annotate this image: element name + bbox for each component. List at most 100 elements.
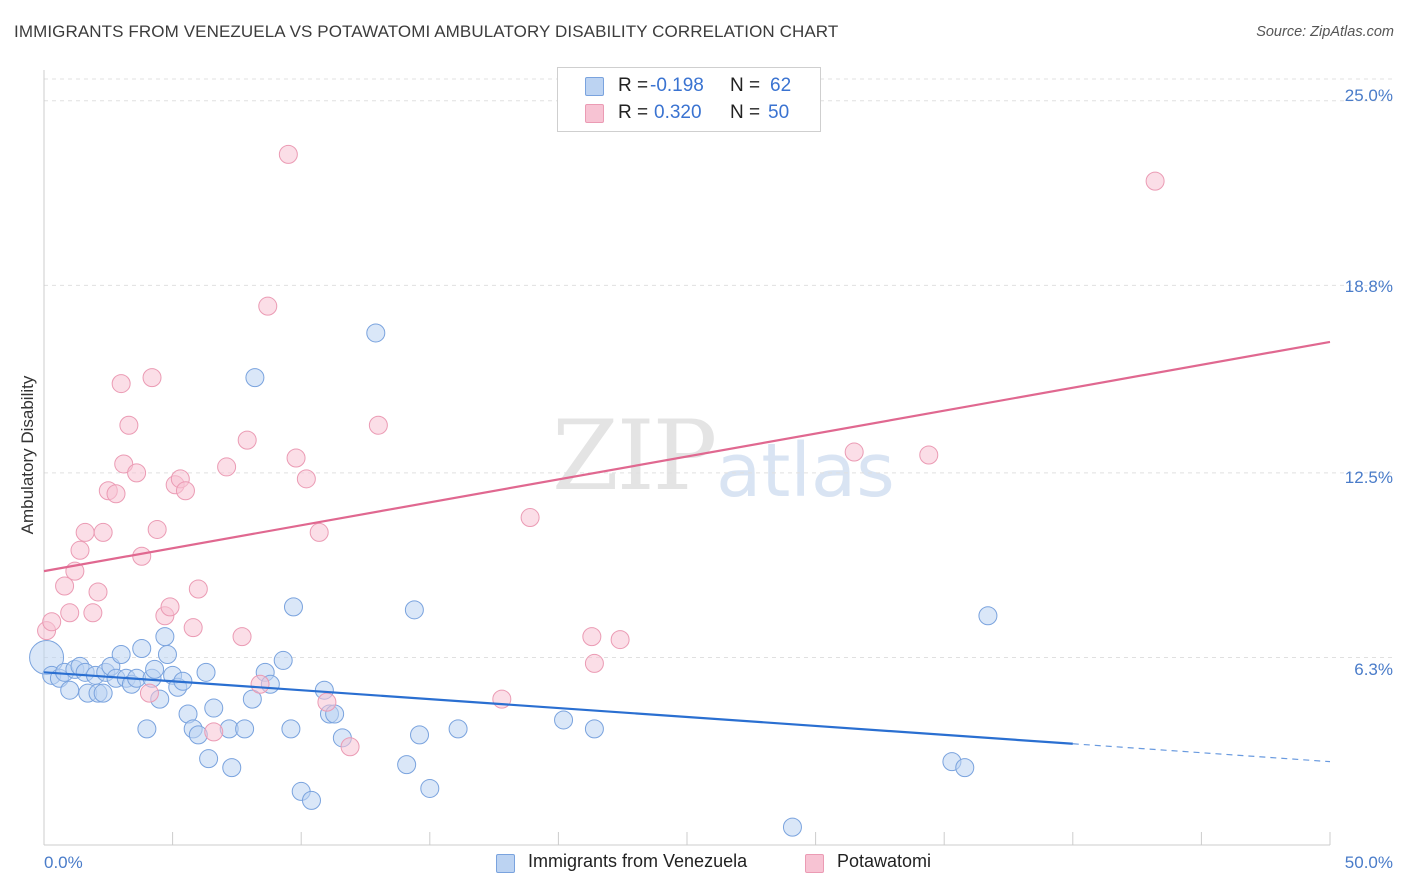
y-axis-label: Ambulatory Disability [18, 375, 37, 535]
potawatomi-data-point [83, 603, 103, 623]
x-tick-label-min: 0.0% [44, 853, 83, 872]
potawatomi-data-point [139, 683, 159, 703]
x-tick-label-max: 50.0% [1344, 853, 1393, 872]
y-tick-label: 18.8% [1344, 277, 1393, 296]
venezuela-legend-swatch [496, 854, 515, 873]
potawatomi-data-point [919, 445, 939, 465]
venezuela-data-point [301, 790, 321, 810]
venezuela-data-point [60, 680, 80, 700]
potawatomi-data-point [309, 522, 329, 542]
venezuela-data-point [397, 755, 417, 775]
venezuela-data-point [111, 644, 131, 664]
potawatomi-data-point [520, 508, 540, 528]
venezuela-data-point [222, 758, 242, 778]
legend-label: Immigrants from Venezuela [528, 851, 748, 871]
potawatomi-data-point [147, 519, 167, 539]
y-tick-label: 25.0% [1344, 86, 1393, 105]
venezuela-data-point [188, 725, 208, 745]
n-label: N = [730, 102, 761, 123]
potawatomi-data-point [204, 722, 224, 742]
n-label: N = [730, 75, 761, 96]
stats-legend-box: R = -0.198 N = 62 R = 0.320 N = 50 [557, 67, 821, 132]
r-label: R = [618, 75, 649, 96]
venezuela-data-point [366, 323, 386, 343]
venezuela-data-point [132, 639, 152, 659]
potawatomi-data-point [106, 484, 126, 504]
venezuela-data-point [955, 758, 975, 778]
venezuela-data-point [554, 710, 574, 730]
potawatomi-data-point [844, 442, 864, 462]
potawatomi-data-point [237, 430, 257, 450]
potawatomi-swatch [585, 104, 604, 123]
venezuela-data-point [245, 368, 265, 388]
venezuela-data-point [199, 749, 219, 769]
potawatomi-data-point [278, 144, 298, 164]
legend-label: Potawatomi [837, 851, 932, 871]
potawatomi-data-point [286, 448, 306, 468]
potawatomi-data-point [88, 582, 108, 602]
n-value: 62 [770, 75, 792, 96]
venezuela-data-point [281, 719, 301, 739]
venezuela-swatch [585, 77, 604, 96]
potawatomi-data-point [1145, 171, 1165, 191]
potawatomi-data-point [93, 522, 113, 542]
potawatomi-data-point [368, 415, 388, 435]
potawatomi-data-point [258, 296, 278, 316]
venezuela-data-point [242, 689, 262, 709]
venezuela-data-point [155, 627, 175, 647]
venezuela-data-point [157, 644, 177, 664]
potawatomi-data-point [610, 630, 630, 650]
potawatomi-data-point [183, 618, 203, 638]
venezuela-data-point [978, 606, 998, 626]
potawatomi-data-point [42, 612, 62, 632]
chart-title: IMMIGRANTS FROM VENEZUELA VS POTAWATOMI … [14, 22, 839, 41]
venezuela-data-point [93, 683, 113, 703]
potawatomi-data-point [132, 546, 152, 566]
venezuela-trend-extension [1072, 743, 1331, 763]
potawatomi-data-point [296, 469, 316, 489]
venezuela-data-point [782, 817, 802, 837]
potawatomi-data-point [142, 368, 162, 388]
potawatomi-legend-swatch [805, 854, 824, 873]
r-label: R = [618, 102, 649, 123]
potawatomi-data-point [250, 674, 270, 694]
venezuela-data-point [410, 725, 430, 745]
r-value: 0.320 [654, 102, 702, 123]
venezuela-data-point [404, 600, 424, 620]
venezuela-trend-line [43, 671, 1073, 745]
venezuela-data-point [273, 650, 293, 670]
venezuela-data-point [420, 778, 440, 798]
venezuela-data-point [235, 719, 255, 739]
potawatomi-data-point [582, 627, 602, 647]
potawatomi-data-point [127, 463, 147, 483]
potawatomi-data-point [75, 522, 95, 542]
potawatomi-data-point [111, 374, 131, 394]
venezuela-data-point [204, 698, 224, 718]
source-credit: Source: ZipAtlas.com [1256, 24, 1394, 40]
r-value: -0.198 [650, 75, 704, 96]
potawatomi-trend-line [43, 340, 1331, 573]
n-value: 50 [768, 102, 790, 123]
potawatomi-data-point [55, 576, 75, 596]
potawatomi-data-point [232, 627, 252, 647]
potawatomi-data-point [217, 457, 237, 477]
potawatomi-data-point [119, 415, 139, 435]
potawatomi-data-point [317, 692, 337, 712]
venezuela-data-point [137, 719, 157, 739]
venezuela-data-point [145, 659, 165, 679]
potawatomi-data-point [175, 481, 195, 501]
potawatomi-data-point [584, 653, 604, 673]
potawatomi-data-point [188, 579, 208, 599]
venezuela-data-point [283, 597, 303, 617]
venezuela-data-point [196, 662, 216, 682]
potawatomi-data-point [60, 603, 80, 623]
potawatomi-data-point [160, 597, 180, 617]
venezuela-data-point [448, 719, 468, 739]
y-tick-label: 12.5% [1344, 468, 1393, 487]
y-tick-label: 6.3% [1354, 660, 1393, 679]
watermark-atlas: atlas [716, 428, 895, 514]
venezuela-data-point [584, 719, 604, 739]
potawatomi-data-point [340, 737, 360, 757]
potawatomi-data-point [70, 540, 90, 560]
